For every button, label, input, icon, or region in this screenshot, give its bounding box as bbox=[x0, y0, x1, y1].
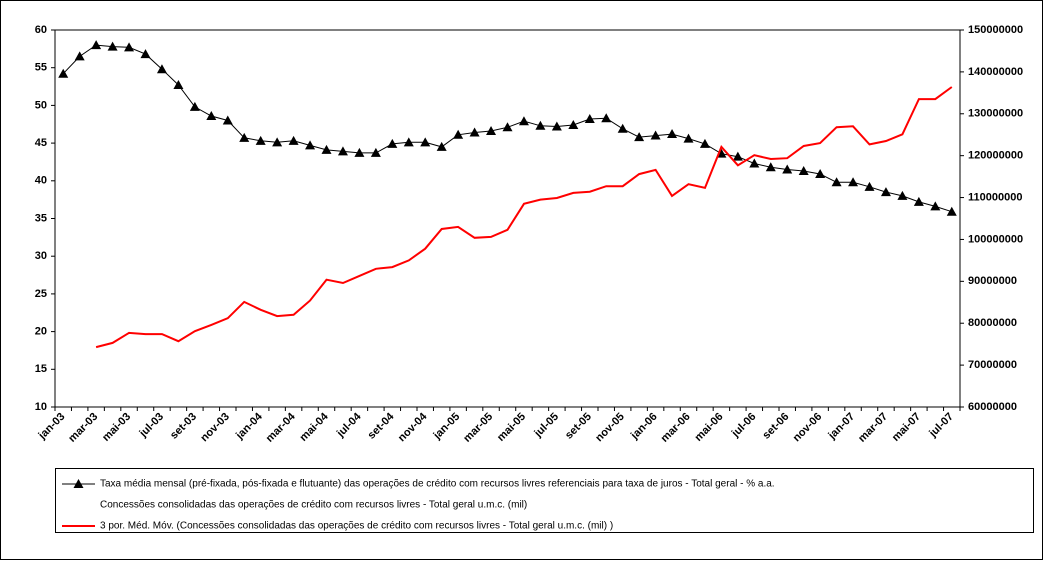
y2-tick-label: 80000000 bbox=[968, 317, 1017, 329]
y-tick-label: 50 bbox=[35, 99, 47, 111]
triangle-marker bbox=[370, 147, 381, 157]
triangle-marker bbox=[650, 130, 661, 140]
y2-tick-label: 60000000 bbox=[968, 401, 1017, 413]
series-line bbox=[95, 86, 953, 349]
y2-tick-label: 140000000 bbox=[968, 66, 1023, 78]
triangle-marker bbox=[897, 190, 908, 200]
triangle-marker bbox=[518, 116, 529, 126]
triangle-marker bbox=[864, 181, 875, 191]
triangle-marker bbox=[634, 132, 645, 142]
y2-tick-label: 100000000 bbox=[968, 233, 1023, 245]
triangle-marker bbox=[798, 165, 809, 175]
triangle-marker bbox=[222, 115, 233, 125]
triangle-marker bbox=[486, 126, 497, 136]
triangle-marker bbox=[173, 80, 184, 90]
triangle-marker bbox=[502, 122, 513, 132]
triangle-marker bbox=[815, 169, 826, 179]
triangle-marker bbox=[436, 141, 447, 151]
y-tick-label: 25 bbox=[35, 288, 47, 300]
triangle-marker bbox=[58, 68, 69, 78]
triangle-marker bbox=[782, 164, 793, 174]
triangle-marker bbox=[880, 187, 891, 197]
triangle-marker bbox=[124, 42, 135, 52]
triangle-marker bbox=[699, 138, 710, 148]
triangle-marker bbox=[156, 64, 167, 74]
y-tick-label: 20 bbox=[35, 326, 47, 338]
y-tick-label: 30 bbox=[35, 250, 47, 262]
triangle-marker bbox=[749, 158, 760, 168]
triangle-marker bbox=[568, 120, 579, 130]
triangle-marker bbox=[354, 147, 365, 157]
y2-tick-label: 70000000 bbox=[968, 359, 1017, 371]
legend-label: Taxa média mensal (pré-fixada, pós-fixad… bbox=[100, 479, 775, 490]
y2-tick-label: 130000000 bbox=[968, 108, 1023, 120]
triangle-marker bbox=[189, 101, 200, 111]
y-tick-label: 40 bbox=[35, 175, 47, 187]
triangle-marker bbox=[420, 137, 431, 147]
triangle-marker bbox=[551, 121, 562, 131]
triangle-marker bbox=[848, 177, 859, 187]
legend-marker bbox=[73, 479, 84, 488]
y2-tick-label: 110000000 bbox=[968, 191, 1022, 203]
y-tick-label: 35 bbox=[35, 212, 47, 224]
triangle-marker bbox=[946, 206, 957, 216]
triangle-marker bbox=[337, 146, 348, 156]
triangle-marker bbox=[255, 135, 266, 145]
triangle-marker bbox=[91, 40, 102, 50]
triangle-marker bbox=[683, 133, 694, 143]
triangle-marker bbox=[913, 196, 924, 206]
triangle-marker bbox=[288, 135, 299, 145]
y-tick-label: 55 bbox=[35, 62, 47, 74]
y-tick-label: 10 bbox=[35, 401, 47, 413]
triangle-marker bbox=[930, 201, 941, 211]
triangle-marker bbox=[206, 110, 217, 120]
triangle-marker bbox=[107, 41, 118, 51]
triangle-marker bbox=[617, 123, 628, 133]
y-tick-label: 60 bbox=[35, 24, 47, 36]
y-tick-label: 15 bbox=[35, 363, 47, 375]
triangle-marker bbox=[765, 162, 776, 172]
triangle-marker bbox=[601, 113, 612, 123]
triangle-marker bbox=[667, 129, 678, 139]
triangle-marker bbox=[305, 140, 316, 150]
triangle-marker bbox=[453, 129, 464, 139]
triangle-marker bbox=[272, 137, 283, 147]
triangle-marker bbox=[584, 113, 595, 123]
triangle-marker bbox=[732, 151, 743, 161]
triangle-marker bbox=[239, 132, 250, 142]
triangle-marker bbox=[387, 138, 398, 148]
triangle-marker bbox=[321, 144, 332, 154]
legend-label: 3 por. Méd. Móv. (Concessões consolidada… bbox=[100, 521, 613, 532]
legend-label: Concessões consolidadas das operações de… bbox=[100, 500, 527, 511]
y2-tick-label: 90000000 bbox=[968, 275, 1017, 287]
triangle-marker bbox=[74, 51, 85, 61]
triangle-marker bbox=[469, 127, 480, 137]
legend-box bbox=[55, 468, 1034, 533]
y-tick-label: 45 bbox=[35, 137, 47, 149]
triangle-marker bbox=[140, 49, 151, 59]
triangle-marker bbox=[403, 137, 414, 147]
triangle-marker bbox=[535, 120, 546, 130]
y2-tick-label: 120000000 bbox=[968, 150, 1023, 162]
triangle-marker bbox=[831, 177, 842, 187]
y2-tick-label: 150000000 bbox=[968, 24, 1023, 36]
